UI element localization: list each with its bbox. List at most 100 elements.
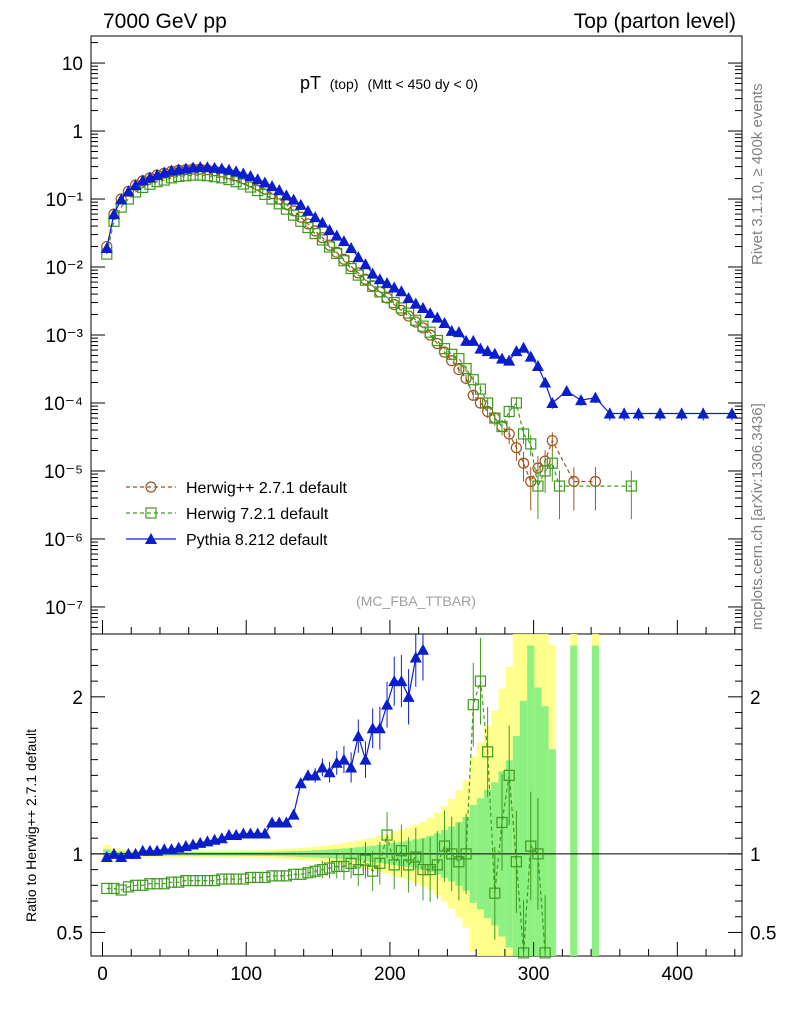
data-point xyxy=(323,224,336,236)
header-left: 7000 GeV pp xyxy=(103,10,227,33)
data-point xyxy=(517,341,530,353)
ratio-point xyxy=(395,675,408,687)
data-point xyxy=(546,434,558,447)
ratio-point xyxy=(496,816,508,829)
ratio-point xyxy=(409,651,422,663)
ratio-point xyxy=(345,857,357,869)
data-point xyxy=(294,198,307,210)
ratio-point xyxy=(510,856,522,868)
data-point xyxy=(431,311,444,323)
data-point xyxy=(302,221,314,234)
series-herwig-7-2-1-default xyxy=(101,169,637,520)
data-point xyxy=(517,457,530,469)
x-tick-label: 400 xyxy=(661,964,693,985)
ratio-point xyxy=(173,876,185,888)
ratio-series-pythia-8-212-default xyxy=(100,634,429,863)
data-point xyxy=(115,193,128,205)
y-tick-label: 10 xyxy=(62,54,83,75)
plot-title: pT (top) (Mtt < 450 dy < 0) xyxy=(300,73,478,93)
ratio-point xyxy=(108,882,120,895)
legend-label-herwig7: Herwig 7.2.1 default xyxy=(186,506,329,523)
ratio-point xyxy=(525,840,537,852)
data-point xyxy=(395,285,408,297)
ratio-point xyxy=(482,746,494,758)
ratio-point xyxy=(158,878,170,890)
data-point xyxy=(266,180,279,192)
ratio-point xyxy=(302,867,314,879)
ratio-point xyxy=(208,875,221,887)
data-point xyxy=(251,173,264,185)
data-point xyxy=(474,383,487,395)
data-point xyxy=(510,397,522,409)
ratio-point xyxy=(259,871,271,884)
ratio-point xyxy=(280,870,293,882)
data-point xyxy=(359,258,372,270)
ratio-point xyxy=(122,881,134,893)
data-point xyxy=(510,442,522,454)
ratio-point xyxy=(359,753,372,765)
ratio-point xyxy=(517,947,530,959)
ratio-point xyxy=(129,879,142,891)
data-point xyxy=(230,176,242,188)
ratio-point xyxy=(273,870,285,882)
ratio-point xyxy=(266,870,278,882)
data-point xyxy=(488,347,501,359)
data-point xyxy=(367,280,379,292)
legend: Herwig++ 2.7.1 default Herwig 7.2.1 defa… xyxy=(126,480,348,549)
ratio-point xyxy=(252,871,264,884)
ratio-panel-frame xyxy=(90,633,743,957)
data-point xyxy=(568,475,580,488)
ratio-point xyxy=(381,698,394,710)
ratio-point xyxy=(294,777,307,789)
data-point xyxy=(510,345,523,357)
data-point xyxy=(525,438,537,450)
data-point xyxy=(438,343,451,355)
ratio-point xyxy=(338,860,350,873)
data-point xyxy=(402,292,415,304)
data-point xyxy=(417,320,429,332)
ratio-point xyxy=(402,690,415,702)
y-tick-label: 10⁻² xyxy=(46,258,84,279)
ratio-point xyxy=(295,868,307,880)
data-point xyxy=(675,407,688,419)
ratio-bands xyxy=(103,634,600,956)
ratio-point xyxy=(230,873,242,885)
data-point xyxy=(288,209,300,221)
ratio-band-inner xyxy=(548,749,556,956)
ratio-band-inner xyxy=(591,645,600,956)
ratio-point xyxy=(367,865,379,877)
ratio-point xyxy=(316,864,328,876)
ratio-tick-label-right: 2 xyxy=(750,688,761,709)
ratio-point xyxy=(381,829,393,841)
legend-label-pythia: Pythia 8.212 default xyxy=(186,532,328,549)
data-point xyxy=(589,391,602,403)
legend-marker-herwig7 xyxy=(145,507,157,519)
title-main: pT xyxy=(300,73,321,93)
x-tick-label: 0 xyxy=(97,964,108,985)
data-point xyxy=(503,428,515,440)
ratio-band-inner xyxy=(541,706,549,956)
data-point xyxy=(603,407,616,419)
legend-marker-pythia xyxy=(145,533,157,544)
data-point xyxy=(438,317,451,329)
ratio-point xyxy=(288,868,300,880)
ratio-point xyxy=(352,864,364,876)
data-point xyxy=(237,167,250,179)
data-point xyxy=(244,181,257,193)
data-point xyxy=(302,204,314,216)
data-point xyxy=(531,359,544,371)
y-tick-label: 10⁻³ xyxy=(46,326,84,347)
ratio-point xyxy=(115,884,127,896)
ratio-point xyxy=(467,699,479,711)
data-point xyxy=(496,420,508,433)
data-point xyxy=(560,385,573,397)
data-point xyxy=(445,324,458,336)
data-point xyxy=(460,363,472,375)
data-point xyxy=(467,374,479,386)
ratio-line-pythia-8-212-default xyxy=(106,649,424,858)
y-tick-label: 10⁻⁴ xyxy=(44,394,83,415)
series-pythia-8-212-default xyxy=(100,161,738,421)
data-point xyxy=(222,163,235,175)
data-point xyxy=(524,350,537,362)
ratio-point xyxy=(215,832,228,844)
